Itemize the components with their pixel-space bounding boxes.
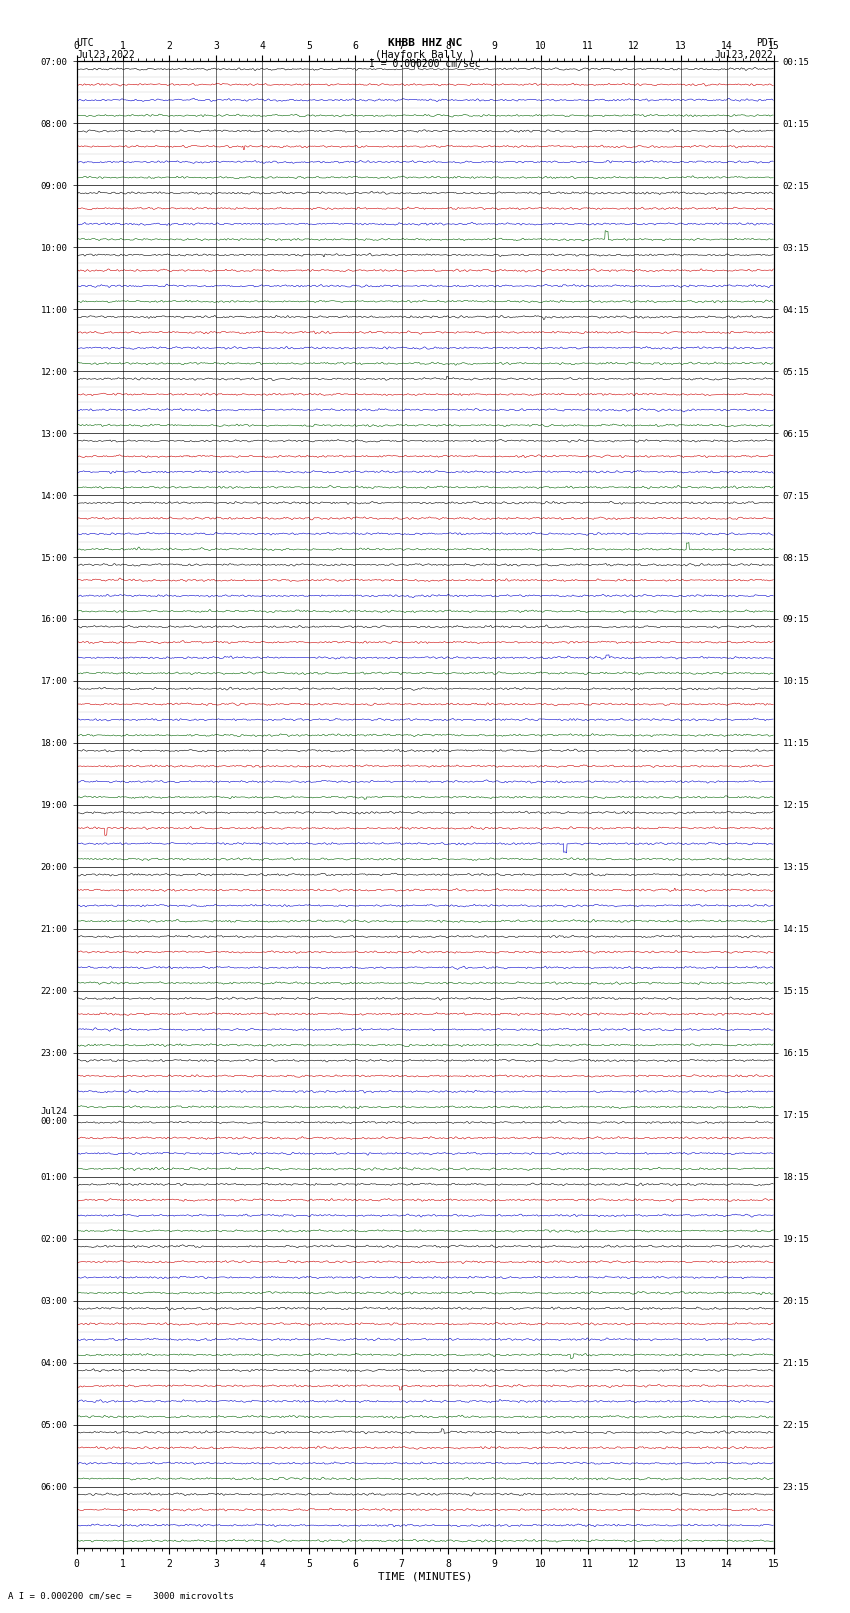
Text: A I = 0.000200 cm/sec =    3000 microvolts: A I = 0.000200 cm/sec = 3000 microvolts bbox=[8, 1590, 235, 1600]
Text: UTC: UTC bbox=[76, 39, 94, 48]
Text: PDT: PDT bbox=[756, 39, 774, 48]
Text: Jul23,2022: Jul23,2022 bbox=[715, 50, 774, 60]
Text: KHBB HHZ NC: KHBB HHZ NC bbox=[388, 39, 462, 48]
Text: I = 0.000200 cm/sec: I = 0.000200 cm/sec bbox=[369, 60, 481, 69]
Text: (Hayfork Bally ): (Hayfork Bally ) bbox=[375, 50, 475, 60]
Text: Jul23,2022: Jul23,2022 bbox=[76, 50, 135, 60]
X-axis label: TIME (MINUTES): TIME (MINUTES) bbox=[377, 1571, 473, 1582]
